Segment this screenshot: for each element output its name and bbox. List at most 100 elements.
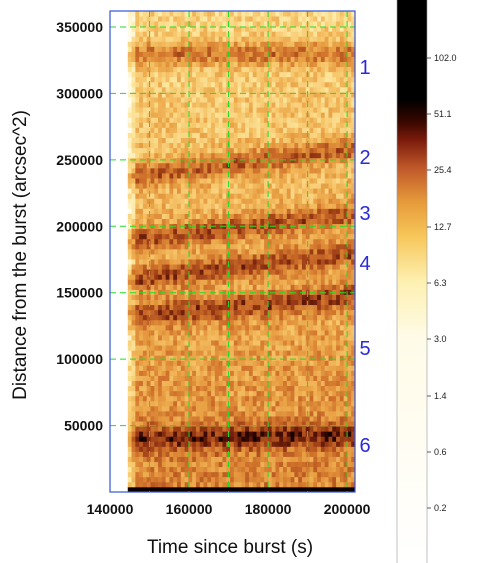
heatmap-cell	[301, 122, 307, 128]
heatmap-cell	[199, 370, 204, 376]
heatmap-cell	[267, 309, 273, 316]
heatmap-cell	[237, 243, 242, 250]
heatmap-cell	[271, 137, 276, 144]
heatmap-cell	[222, 385, 227, 392]
heatmap-cell	[283, 117, 288, 123]
heatmap-cell	[142, 314, 148, 321]
heatmap-cell	[233, 147, 239, 154]
heatmap-cell	[271, 264, 276, 270]
heatmap-cell	[203, 259, 208, 265]
heatmap-cell	[177, 41, 182, 47]
heatmap-cell	[324, 319, 329, 326]
heatmap-cell	[169, 294, 174, 300]
heatmap-cell	[180, 137, 185, 144]
heatmap-cell	[317, 385, 322, 392]
heatmap-cell	[260, 329, 265, 336]
heatmap-cell	[237, 466, 242, 473]
heatmap-cell	[317, 421, 322, 427]
heatmap-cell	[211, 117, 216, 123]
heatmap-cell	[237, 92, 242, 98]
heatmap-cell	[214, 11, 220, 17]
heatmap-cell	[275, 198, 280, 204]
heatmap-cell	[192, 481, 197, 488]
heatmap-cell	[264, 243, 269, 250]
heatmap-cell	[165, 466, 170, 473]
heatmap-cell	[301, 421, 307, 427]
heatmap-cell	[260, 335, 265, 341]
heatmap-cell	[237, 248, 242, 255]
heatmap-cell	[139, 193, 144, 199]
heatmap-cell	[139, 400, 144, 407]
heatmap-cell	[161, 304, 167, 311]
heatmap-cell	[165, 259, 170, 265]
heatmap-cell	[252, 269, 257, 275]
heatmap-cell	[245, 183, 250, 189]
heatmap-cell	[313, 259, 318, 265]
heatmap-cell	[177, 46, 182, 52]
heatmap-cell	[320, 441, 326, 447]
heatmap-cell	[248, 183, 254, 189]
heatmap-cell	[195, 441, 201, 447]
heatmap-cell	[256, 76, 261, 83]
heatmap-cell	[252, 81, 257, 88]
heatmap-cell	[195, 471, 201, 478]
heatmap-cell	[260, 193, 265, 199]
heatmap-cell	[298, 56, 303, 63]
heatmap-cell	[264, 203, 269, 209]
heatmap-cell	[320, 279, 326, 285]
heatmap-cell	[131, 61, 136, 68]
heatmap-cell	[158, 436, 163, 442]
heatmap-cell	[286, 122, 292, 128]
heatmap-cell	[184, 264, 189, 270]
heatmap-cell	[279, 238, 284, 245]
heatmap-cell	[245, 157, 250, 164]
heatmap-cell	[165, 431, 170, 437]
heatmap-cell	[241, 441, 246, 447]
heatmap-cell	[127, 117, 132, 123]
heatmap-cell	[279, 61, 284, 68]
heatmap-cell	[150, 466, 155, 473]
heatmap-cell	[286, 117, 292, 123]
heatmap-cell	[320, 365, 326, 371]
heatmap-cell	[195, 183, 201, 189]
heatmap-cell	[154, 107, 159, 113]
heatmap-cell	[177, 193, 182, 199]
heatmap-cell	[188, 329, 193, 336]
heatmap-cell	[264, 355, 269, 361]
heatmap-cell	[192, 218, 197, 225]
heatmap-cell	[271, 92, 276, 98]
heatmap-cell	[150, 309, 155, 316]
heatmap-cell	[188, 486, 193, 493]
heatmap-cell	[142, 243, 148, 250]
heatmap-cell	[180, 41, 185, 47]
heatmap-cell	[184, 314, 189, 321]
heatmap-cell	[264, 218, 269, 225]
heatmap-cell	[169, 203, 174, 209]
heatmap-cell	[237, 71, 242, 78]
heatmap-cell	[260, 481, 265, 488]
heatmap-cell	[192, 142, 197, 149]
heatmap-cell	[135, 107, 140, 113]
heatmap-cell	[218, 86, 223, 93]
heatmap-cell	[230, 173, 235, 179]
heatmap-cell	[142, 410, 148, 417]
heatmap-cell	[161, 31, 167, 37]
heatmap-cell	[222, 436, 227, 442]
heatmap-cell	[161, 132, 167, 138]
heatmap-cell	[233, 416, 239, 422]
heatmap-cell	[177, 259, 182, 265]
heatmap-cell	[248, 173, 254, 179]
heatmap-cell	[154, 243, 159, 250]
heatmap-cell	[309, 360, 314, 366]
heatmap-cell	[230, 456, 235, 463]
heatmap-cell	[317, 380, 322, 387]
heatmap-cell	[211, 345, 216, 351]
heatmap-cell	[301, 329, 307, 336]
heatmap-cell	[203, 46, 208, 52]
heatmap-cell	[313, 188, 318, 194]
heatmap-cell	[324, 284, 329, 290]
heatmap-cell	[252, 436, 257, 442]
heatmap-cell	[203, 16, 208, 22]
heatmap-cell	[245, 243, 250, 250]
heatmap-cell	[188, 324, 193, 331]
